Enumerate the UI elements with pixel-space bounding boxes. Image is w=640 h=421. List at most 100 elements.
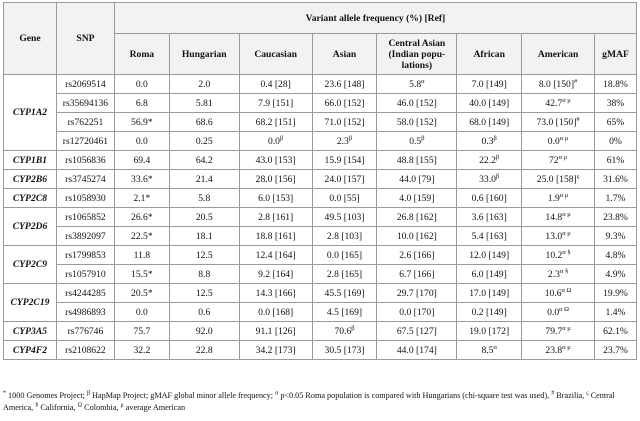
frequency-value: 5.4 [163] (471, 230, 507, 242)
frequency-value: 5.8 (409, 78, 422, 90)
footnote-mark: ς (586, 390, 589, 397)
frequency-source-mark: α § (559, 267, 569, 275)
frequency-cell: 73.0 [150]# (521, 112, 595, 132)
header-hungarian: Hungarian (168, 33, 240, 75)
frequency-value: 29.7 [170] (396, 287, 437, 299)
frequency-source-mark: β (421, 134, 425, 142)
frequency-value: 12.4 [164] (255, 249, 296, 261)
frequency-cell: 0.0 (113, 131, 170, 151)
footnote-mark: * (3, 390, 6, 397)
gene-cell: CYP1A2 (3, 74, 57, 151)
frequency-cell: 71.0 [152] (311, 112, 378, 132)
frequency-cell: 42.7α μ (521, 93, 595, 113)
frequency-value: 22.2 (479, 154, 496, 166)
frequency-cell: 19.9% (594, 283, 637, 303)
frequency-value: 15.5* (131, 268, 153, 280)
frequency-source-mark: β (279, 134, 284, 142)
frequency-value: 8.0 [150] (538, 78, 575, 90)
frequency-value: 9.3% (605, 230, 626, 242)
frequency-source-mark: β (348, 134, 353, 142)
header-asian: Asian (311, 33, 378, 75)
frequency-cell: 79.7α μ (521, 321, 595, 341)
table-row: CYP2C9 rs1799853 11.8 12.5 12.4 [164] 0.0 [16… (3, 245, 637, 284)
frequency-value: 31.6% (603, 173, 628, 185)
frequency-value: 26.8 [162] (396, 211, 437, 223)
frequency-value: 75.7 (133, 325, 151, 337)
frequency-cell: 0.0 [168] (238, 302, 313, 322)
frequency-cell: 75.7 (113, 321, 170, 341)
frequency-value: 0.0 (135, 306, 148, 318)
frequency-cell: 5.8α (376, 74, 458, 94)
footnote-text: average American (123, 403, 186, 412)
frequency-cell: 25.0 [158]ς (521, 169, 595, 189)
frequency-value: 0.0 (135, 135, 148, 147)
snp-cell: rs4986893 (55, 302, 115, 322)
frequency-value: 71.0 [152] (324, 116, 365, 128)
frequency-value: 20.5* (131, 287, 153, 299)
table-row: CYP3A5 rs776746 75.7 92.0 91.1 [126] 70.6β 67.… (3, 321, 637, 341)
header-central-asian: Central Asian (Indian popu-lations) (376, 33, 458, 75)
frequency-value: 66.0 [152] (324, 97, 365, 109)
header-snp: SNP (55, 2, 115, 75)
frequency-value: 10.0 [162] (396, 230, 437, 242)
footnote-text: HapMap Project; gMAF global minor allele… (90, 391, 276, 400)
frequency-cell: 11.8 (113, 245, 170, 265)
frequency-value: 20.5 (195, 211, 213, 223)
frequency-source-mark: α μ (562, 96, 571, 104)
frequency-value: 7.9 [151] (258, 97, 294, 109)
frequency-cell: 68.0 [149] (456, 112, 523, 132)
frequency-cell: 6.0 [153] (238, 188, 313, 208)
frequency-cell: 20.5 (168, 207, 240, 227)
frequency-value: 61% (606, 154, 625, 166)
frequency-source-mark: α μ (558, 153, 568, 161)
frequency-cell: 0.6 (168, 302, 240, 322)
table-row: CYP2C8 rs1058930 2.1* 5.8 6.0 [153] 0.0 [55] 4… (3, 188, 637, 208)
frequency-value: 0.0 (547, 306, 560, 318)
frequency-value: 92.0 (195, 325, 213, 337)
frequency-cell: 10.2α § (521, 245, 595, 265)
frequency-cell: 62.1% (594, 321, 637, 341)
frequency-value: 4.9% (605, 268, 626, 280)
frequency-cell: 18.8% (594, 74, 637, 94)
frequency-cell: 15.9 [154] (311, 150, 378, 170)
frequency-value: 32.2 (133, 344, 151, 356)
frequency-value: 7.0 [149] (471, 78, 507, 90)
footnote-mark: β (86, 390, 91, 397)
frequency-cell: 0.4 [28] (238, 74, 313, 94)
frequency-cell: 1.4% (594, 302, 637, 322)
frequency-value: 17.0 [149] (469, 287, 510, 299)
frequency-cell: 28.0 [156] (238, 169, 313, 189)
frequency-value: 2.3 (336, 135, 349, 147)
frequency-cell: 45.5 [169] (311, 283, 378, 303)
frequency-cell: 24.0 [157] (311, 169, 378, 189)
frequency-value: 12.0 [149] (469, 249, 510, 261)
frequency-value: 6.7 [166] (399, 268, 435, 280)
frequency-source-mark: α μ (559, 134, 569, 142)
frequency-cell: 18.1 (168, 226, 240, 246)
frequency-cell: 14.8α μ (521, 207, 595, 227)
frequency-source-mark: α μ (559, 191, 569, 199)
table-row: CYP2C19 rs4244285 20.5* 12.5 14.3 [166] 45.5 … (3, 283, 637, 322)
frequency-cell: 4.8% (594, 245, 637, 265)
frequency-value: 45.5 [169] (324, 287, 365, 299)
frequency-cell: 91.1 [126] (238, 321, 313, 341)
frequency-cell: 49.5 [103] (311, 207, 378, 227)
frequency-value: 25.0 [158] (536, 173, 577, 185)
frequency-cell: 22.8 (168, 340, 240, 360)
snp-cell: rs762251 (55, 112, 115, 132)
header-gene: Gene (3, 2, 57, 75)
frequency-value: 6.8 (135, 97, 148, 109)
frequency-cell: 18.8 [161] (238, 226, 313, 246)
frequency-cell: 0.25 (168, 131, 240, 151)
frequency-value: 22.8 (195, 344, 213, 356)
frequency-cell: 8.5α (456, 340, 523, 360)
frequency-source-mark: α μ (562, 343, 571, 351)
frequency-value: 2.6 [166] (399, 249, 435, 261)
snp-cell: rs4244285 (55, 283, 115, 303)
frequency-source-mark: α μ (562, 229, 571, 237)
table-row: rs1057910 15.5* 8.8 9.2 [164] 2.8 [165] 6.7 [… (4, 264, 637, 284)
frequency-value: 4.5 [169] (326, 306, 363, 318)
frequency-cell: 92.0 (168, 321, 240, 341)
frequency-value: 19.0 [172] (469, 325, 510, 337)
frequency-cell: 2.1* (113, 188, 170, 208)
